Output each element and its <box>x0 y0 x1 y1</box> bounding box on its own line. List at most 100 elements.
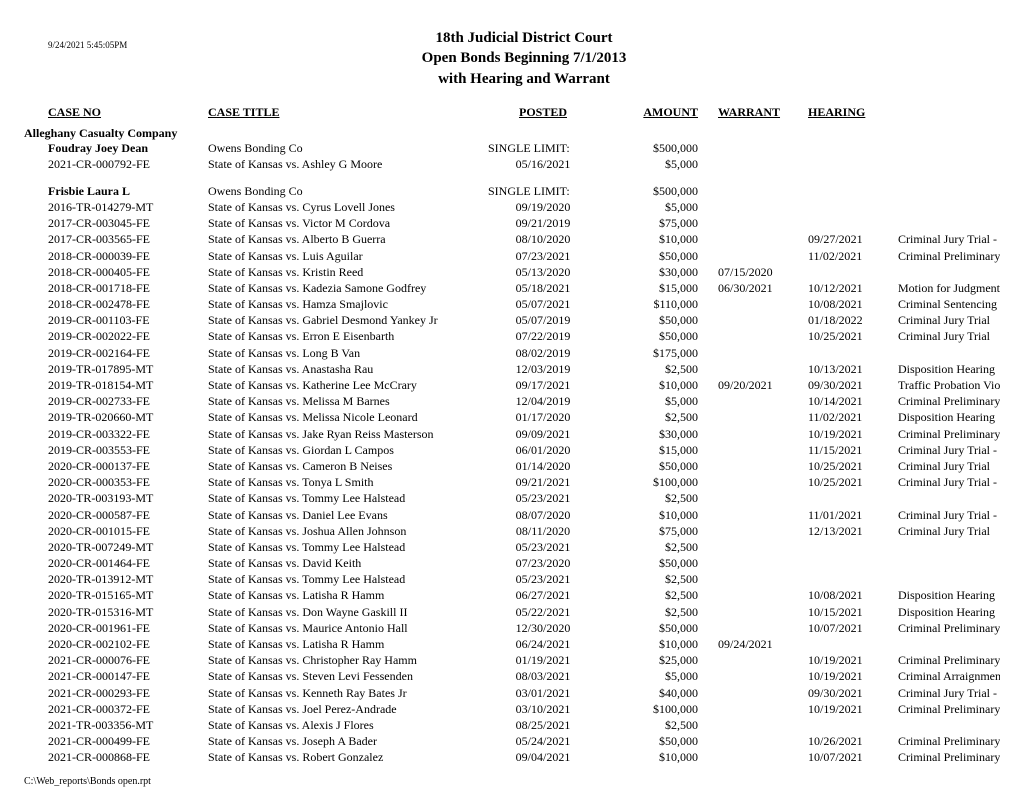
cell-title: State of Kansas vs. Tommy Lee Halstead <box>208 490 488 506</box>
cell-amount: $50,000 <box>598 328 718 344</box>
cell-hearing <box>808 215 898 231</box>
table-row: 2020-TR-015165-MTState of Kansas vs. Lat… <box>48 587 1000 603</box>
cell-title: State of Kansas vs. Latisha R Hamm <box>208 587 488 603</box>
cell-amount: $40,000 <box>598 685 718 701</box>
cell-posted: 05/13/2020 <box>488 264 598 280</box>
cell-hearing: 10/14/2021 <box>808 393 898 409</box>
cell-warrant: 09/24/2021 <box>718 636 808 652</box>
cell-amount: $25,000 <box>598 652 718 668</box>
cell-title: State of Kansas vs. Joshua Allen Johnson <box>208 523 488 539</box>
cell-amount: $5,000 <box>598 668 718 684</box>
cell-posted: 07/23/2021 <box>488 248 598 264</box>
table-row: 2018-CR-002478-FEState of Kansas vs. Ham… <box>48 296 1000 312</box>
cell-hearing: 10/26/2021 <box>808 733 898 749</box>
cell-hearing-type: Disposition Hearing <box>898 361 1000 377</box>
cell-amount: $30,000 <box>598 426 718 442</box>
cell-caseno: 2021-CR-000147-FE <box>48 668 208 684</box>
cell-caseno: 2020-CR-000587-FE <box>48 507 208 523</box>
cell-hearing <box>808 539 898 555</box>
cell-posted: 05/07/2019 <box>488 312 598 328</box>
cell-warrant: 06/30/2021 <box>718 280 808 296</box>
table-row: 2020-CR-000137-FEState of Kansas vs. Cam… <box>48 458 1000 474</box>
cell-posted: 08/02/2019 <box>488 345 598 361</box>
cell-posted: 05/18/2021 <box>488 280 598 296</box>
cell-hearing-type: Criminal Jury Trial - Control Only <box>898 231 1000 247</box>
cell-posted: 08/07/2020 <box>488 507 598 523</box>
cell-caseno: 2021-CR-000868-FE <box>48 749 208 765</box>
cell-hearing-type: Criminal Jury Trial <box>898 523 1000 539</box>
cell-hearing-type: Disposition Hearing <box>898 409 1000 425</box>
cell-caseno: 2018-CR-001718-FE <box>48 280 208 296</box>
cell-hearing-type: Criminal Jury Trial <box>898 328 1000 344</box>
cell-hearing-type <box>898 490 1000 506</box>
table-row: 2021-CR-000499-FEState of Kansas vs. Jos… <box>48 733 1000 749</box>
table-row: 2020-TR-003193-MTState of Kansas vs. Tom… <box>48 490 1000 506</box>
cell-title: State of Kansas vs. Victor M Cordova <box>208 215 488 231</box>
cell-posted: 09/09/2021 <box>488 426 598 442</box>
cell-title: State of Kansas vs. Maurice Antonio Hall <box>208 620 488 636</box>
limit-label: SINGLE LIMIT: <box>488 184 598 199</box>
cell-amount: $75,000 <box>598 215 718 231</box>
cell-title: State of Kansas vs. Joseph A Bader <box>208 733 488 749</box>
cell-warrant <box>718 749 808 765</box>
cell-caseno: 2020-CR-001961-FE <box>48 620 208 636</box>
cell-hearing-type: Criminal Jury Trial - Control Only <box>898 474 1000 490</box>
cell-title: State of Kansas vs. Jake Ryan Reiss Mast… <box>208 426 488 442</box>
cell-hearing-type <box>898 571 1000 587</box>
cell-posted: 03/01/2021 <box>488 685 598 701</box>
cell-warrant <box>718 345 808 361</box>
cell-posted: 06/24/2021 <box>488 636 598 652</box>
cell-hearing: 10/25/2021 <box>808 458 898 474</box>
cell-title: State of Kansas vs. Cameron B Neises <box>208 458 488 474</box>
table-row: 2019-CR-003553-FEState of Kansas vs. Gio… <box>48 442 1000 458</box>
table-row: 2021-CR-000076-FEState of Kansas vs. Chr… <box>48 652 1000 668</box>
cell-title: State of Kansas vs. Cyrus Lovell Jones <box>208 199 488 215</box>
cell-amount: $75,000 <box>598 523 718 539</box>
cell-title: State of Kansas vs. Gabriel Desmond Yank… <box>208 312 488 328</box>
cell-warrant <box>718 156 808 172</box>
table-row: 2018-CR-000405-FEState of Kansas vs. Kri… <box>48 264 1000 280</box>
cell-hearing: 01/18/2022 <box>808 312 898 328</box>
cell-hearing: 10/08/2021 <box>808 296 898 312</box>
cell-title: State of Kansas vs. Kristin Reed <box>208 264 488 280</box>
cell-caseno: 2021-CR-000372-FE <box>48 701 208 717</box>
cell-posted: 09/21/2019 <box>488 215 598 231</box>
cell-hearing-type: Criminal Arraignment <box>898 668 1000 684</box>
table-row: 2021-CR-000868-FEState of Kansas vs. Rob… <box>48 749 1000 765</box>
cell-hearing: 11/15/2021 <box>808 442 898 458</box>
cell-amount: $10,000 <box>598 377 718 393</box>
cell-amount: $2,500 <box>598 539 718 555</box>
table-row: 2018-CR-000039-FEState of Kansas vs. Lui… <box>48 248 1000 264</box>
cell-title: State of Kansas vs. Steven Levi Fessende… <box>208 668 488 684</box>
col-warrant: WARRANT <box>718 105 808 120</box>
table-row: 2021-CR-000792-FEState of Kansas vs. Ash… <box>48 156 1000 172</box>
cell-hearing: 10/13/2021 <box>808 361 898 377</box>
table-row: 2020-CR-000353-FEState of Kansas vs. Ton… <box>48 474 1000 490</box>
cell-warrant <box>718 571 808 587</box>
cell-hearing-type: Criminal Preliminary Hearing - Waiver <box>898 701 1000 717</box>
cell-hearing-type <box>898 264 1000 280</box>
table-row: 2021-CR-000147-FEState of Kansas vs. Ste… <box>48 668 1000 684</box>
cell-title: State of Kansas vs. Tommy Lee Halstead <box>208 571 488 587</box>
cell-warrant <box>718 604 808 620</box>
cell-caseno: 2016-TR-014279-MT <box>48 199 208 215</box>
cell-posted: 12/04/2019 <box>488 393 598 409</box>
cell-amount: $10,000 <box>598 636 718 652</box>
table-row: 2019-CR-002733-FEState of Kansas vs. Mel… <box>48 393 1000 409</box>
cell-warrant <box>718 199 808 215</box>
cell-amount: $10,000 <box>598 507 718 523</box>
cell-posted: 08/25/2021 <box>488 717 598 733</box>
table-row: 2018-CR-001718-FEState of Kansas vs. Kad… <box>48 280 1000 296</box>
cell-warrant <box>718 733 808 749</box>
cell-caseno: 2020-TR-013912-MT <box>48 571 208 587</box>
cell-caseno: 2017-CR-003565-FE <box>48 231 208 247</box>
cell-hearing-type: Criminal Jury Trial - Control Only <box>898 685 1000 701</box>
cell-warrant <box>718 555 808 571</box>
col-amount: AMOUNT <box>598 105 718 120</box>
table-row: 2020-TR-015316-MTState of Kansas vs. Don… <box>48 604 1000 620</box>
cell-hearing <box>808 264 898 280</box>
cell-warrant <box>718 215 808 231</box>
cell-caseno: 2020-CR-002102-FE <box>48 636 208 652</box>
table-row: 2017-CR-003045-FEState of Kansas vs. Vic… <box>48 215 1000 231</box>
cell-caseno: 2019-TR-017895-MT <box>48 361 208 377</box>
